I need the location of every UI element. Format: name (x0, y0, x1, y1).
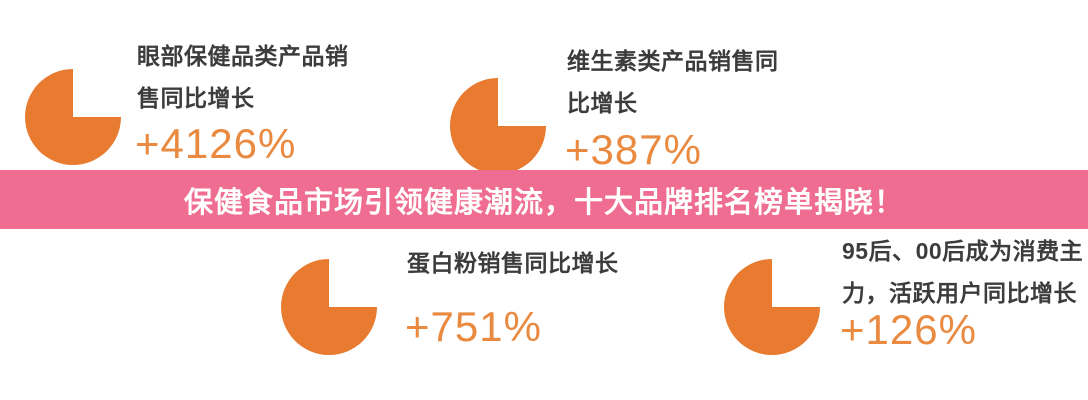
stat-label-line: 95后、00后成为消费主 (842, 238, 1084, 264)
stat-label-line: 比增长 (567, 90, 638, 116)
stat-label-line: 力，活跃用户同比增长 (842, 280, 1077, 306)
stat-label: 眼部保健品类产品销 售同比增长 (137, 35, 349, 119)
stat-label-line: 售同比增长 (137, 85, 255, 111)
headline-text: 保健食品市场引领健康潮流，十大品牌排名榜单揭晓！ (183, 186, 904, 219)
stat-label-line: 维生素类产品销售同 (567, 48, 779, 74)
stat-label: 95后、00后成为消费主 力，活跃用户同比增长 (842, 230, 1083, 314)
stat-label-line: 蛋白粉销售同比增长 (407, 250, 619, 276)
stat-label-line: 眼部保健品类产品销 (137, 43, 349, 69)
pie-chart-icon (281, 259, 377, 355)
pie-chart-icon (25, 69, 121, 165)
pie-chart-icon (724, 259, 820, 355)
pie-chart-icon (450, 78, 546, 174)
headline-banner: 保健食品市场引领健康潮流，十大品牌排名榜单揭晓！ (0, 170, 1088, 229)
stat-value: +4126% (135, 120, 297, 167)
stat-value: +126% (840, 306, 977, 353)
stat-value: +751% (405, 303, 542, 350)
stat-label: 蛋白粉销售同比增长 (407, 242, 619, 284)
stat-label: 维生素类产品销售同 比增长 (567, 40, 779, 124)
stat-value: +387% (565, 126, 702, 173)
